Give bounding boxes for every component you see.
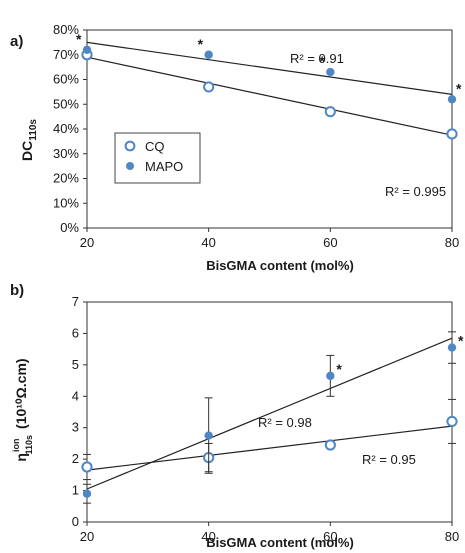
panel-b-ylabel: ηion 110s (10¹⁰Ω.cm) bbox=[11, 358, 34, 461]
panel-b-ylabel-main: η bbox=[13, 453, 29, 462]
panel-b-label: b) bbox=[10, 282, 24, 299]
panel-a-ylabel-sub: 110s bbox=[28, 119, 39, 141]
y-tick-label: 70% bbox=[53, 47, 79, 62]
y-tick-label: 80% bbox=[53, 22, 79, 37]
y-tick-label: 60% bbox=[53, 72, 79, 87]
x-tick-label: 20 bbox=[80, 529, 94, 544]
panel-a-plot: 0% 10% 20% 30% 40% 50% 60% 70% 80% 20 40 60 80 R² = 0… bbox=[53, 22, 462, 250]
y-tick-label: 1 bbox=[72, 483, 79, 498]
trendline-cq bbox=[86, 425, 453, 471]
panel-a-xlabel: BisGMA content (mol%) bbox=[206, 258, 354, 273]
y-tick-label: 20% bbox=[53, 171, 79, 186]
r-squared-label-mapo: R² = 0.98 bbox=[258, 415, 312, 430]
y-tick-label: 10% bbox=[53, 195, 79, 210]
y-tick-label: 3 bbox=[72, 420, 79, 435]
data-point-mapo bbox=[82, 45, 92, 54]
significance-star: * bbox=[336, 361, 342, 377]
panel-a-ylabel-main: DC bbox=[19, 141, 35, 161]
x-tick-label: 40 bbox=[201, 529, 215, 544]
panel-b-ylabel-sup: ion bbox=[11, 439, 21, 453]
data-point-mapo bbox=[326, 371, 335, 381]
y-tick-label: 5 bbox=[72, 357, 79, 372]
y-tick-label: 2 bbox=[72, 451, 79, 466]
trendline-cq bbox=[86, 56, 453, 136]
y-tick-label: 6 bbox=[72, 325, 79, 340]
data-point-mapo bbox=[82, 489, 92, 498]
legend-label-mapo: MAPO bbox=[145, 159, 183, 174]
y-tick-label: 50% bbox=[53, 96, 79, 111]
y-tick-label: 0 bbox=[72, 514, 79, 529]
x-tick-label: 60 bbox=[323, 235, 337, 250]
panel-b-plot: 0 1 2 3 4 5 6 7 20 40 60 80 R² = 0.95 * * R² = 0.98 bbox=[72, 294, 464, 544]
data-point-cq bbox=[324, 106, 336, 118]
data-point-cq bbox=[324, 439, 336, 451]
panel-a-label: a) bbox=[10, 33, 23, 50]
x-tick-label: 20 bbox=[80, 235, 94, 250]
data-point-cq bbox=[203, 81, 215, 93]
significance-star: * bbox=[456, 80, 462, 96]
significance-star: * bbox=[319, 53, 325, 69]
r-squared-label-mapo: R² = 0.91 bbox=[290, 51, 344, 66]
y-tick-label: 40% bbox=[53, 121, 79, 136]
y-tick-label: 7 bbox=[72, 294, 79, 309]
legend-label-cq: CQ bbox=[145, 139, 165, 154]
r-squared-label-cq: R² = 0.995 bbox=[385, 184, 446, 199]
x-tick-label: 40 bbox=[201, 235, 215, 250]
y-tick-label: 4 bbox=[72, 388, 79, 403]
legend-marker-mapo bbox=[126, 162, 134, 170]
r-squared-label-cq: R² = 0.95 bbox=[362, 452, 416, 467]
plot-frame bbox=[86, 301, 453, 523]
trendline-mapo bbox=[86, 41, 453, 95]
significance-star: * bbox=[458, 333, 464, 349]
y-tick-label: 30% bbox=[53, 146, 79, 161]
panel-b-ylabel-unit: (10¹⁰Ω.cm) bbox=[13, 358, 29, 429]
significance-star: * bbox=[76, 31, 82, 47]
data-point-cq bbox=[446, 415, 458, 428]
panel-b-xlabel: BisGMA content (mol%) bbox=[206, 535, 354, 550]
data-point-cq bbox=[446, 128, 458, 140]
x-tick-label: 60 bbox=[323, 529, 337, 544]
x-tick-label: 80 bbox=[445, 529, 459, 544]
x-tick-label: 80 bbox=[445, 235, 459, 250]
data-point-mapo bbox=[204, 50, 213, 59]
panel-a-ylabel: DC110s bbox=[19, 119, 39, 161]
legend-marker-cq bbox=[124, 140, 136, 152]
trendline-mapo bbox=[86, 337, 453, 490]
data-point-cq bbox=[81, 461, 93, 473]
data-point-mapo bbox=[447, 95, 457, 104]
data-point-mapo bbox=[447, 343, 457, 352]
legend: CQ MAPO bbox=[114, 132, 201, 184]
panel-b-ylabel-sub: 110s bbox=[24, 435, 34, 455]
y-tick-label: 0% bbox=[60, 220, 79, 235]
data-point-mapo bbox=[326, 67, 335, 77]
data-point-mapo bbox=[204, 431, 213, 440]
significance-star: * bbox=[198, 36, 204, 52]
